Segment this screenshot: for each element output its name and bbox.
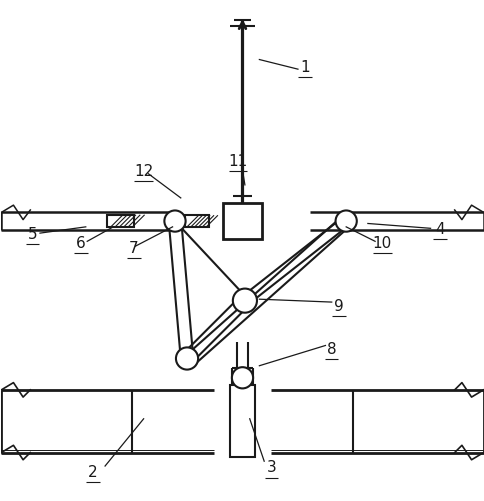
Circle shape [164, 211, 185, 232]
Circle shape [231, 367, 253, 389]
Text: 12: 12 [134, 164, 153, 178]
Text: 1: 1 [300, 60, 309, 75]
Bar [230, 385, 254, 457]
Text: 11: 11 [227, 154, 247, 169]
Text: 3: 3 [266, 459, 276, 474]
Text: 7: 7 [129, 240, 138, 256]
Text: 6: 6 [76, 236, 86, 251]
Bar [107, 215, 134, 228]
Bar [184, 216, 208, 227]
Text: 4: 4 [435, 221, 444, 236]
Text: 9: 9 [333, 299, 343, 313]
Circle shape [232, 289, 257, 313]
Text: 2: 2 [88, 464, 98, 479]
Text: 10: 10 [372, 236, 391, 251]
Circle shape [176, 348, 198, 370]
Text: 8: 8 [326, 342, 336, 357]
Bar [223, 203, 261, 239]
Text: 5: 5 [28, 226, 37, 241]
Circle shape [335, 211, 356, 232]
